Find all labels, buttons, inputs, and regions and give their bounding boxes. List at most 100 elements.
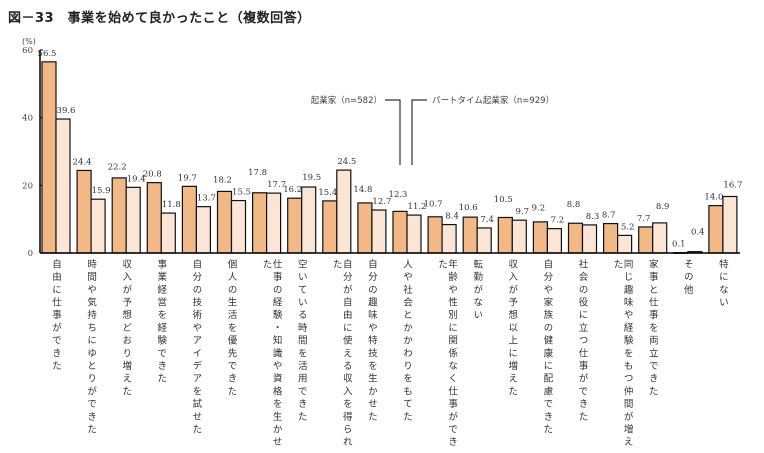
category-label: 時間や気持ちにゆとりができた: [85, 259, 97, 437]
category-label: 自分が自由に使える収入を得られた: [330, 259, 352, 450]
bar-entrepreneur: [602, 222, 619, 254]
bar-part-time: [652, 222, 668, 254]
data-label: 20.8: [143, 170, 162, 180]
bar-entrepreneur: [567, 222, 584, 254]
bar-part-time: [371, 209, 387, 254]
data-label: 19.5: [302, 173, 321, 183]
data-label: 9.2: [532, 204, 546, 214]
chart-title: 図－33 事業を始めて良かったこと（複数回答）: [8, 11, 311, 26]
data-label: 7.4: [480, 215, 494, 225]
bar-entrepreneur: [76, 169, 92, 254]
category-label: 自分や家族の健康に配慮できた: [541, 259, 553, 437]
category-label: その他: [681, 259, 693, 298]
category-label: 家事と仕事を両立できた: [646, 259, 658, 399]
bar-part-time: [55, 118, 71, 254]
data-label: 10.5: [494, 195, 513, 205]
bar-part-time: [546, 228, 563, 254]
data-label: 14.8: [353, 185, 372, 195]
bar-entrepreneur: [181, 185, 197, 254]
category-label: 人や社会とかかわりをもてた: [401, 259, 412, 425]
category-label: 特にない: [716, 259, 728, 310]
data-label: 15.5: [232, 188, 251, 198]
data-label: 16.7: [723, 181, 742, 191]
bar-entrepreneur: [497, 216, 513, 254]
bar-part-time: [581, 224, 598, 254]
category-label: 年齢や性別に関係なく仕事ができた: [436, 259, 458, 450]
category-label: 事業経営を経験できた: [155, 259, 167, 386]
category-label: 転勤がない: [471, 259, 483, 323]
bar-entrepreneur: [532, 221, 549, 254]
bar-entrepreneur: [427, 216, 443, 254]
data-label: 15.4: [318, 188, 337, 198]
bar-entrepreneur: [111, 177, 127, 254]
data-label: 14.0: [704, 193, 723, 203]
data-label: 7.2: [551, 216, 565, 226]
bar-part-time: [336, 169, 352, 254]
bar-part-time: [511, 219, 527, 254]
bar-part-time: [160, 212, 176, 254]
legend-part-time: パートタイム起業家（n=929）: [432, 95, 554, 106]
data-label: 9.7: [516, 207, 530, 217]
bar-part-time: [722, 195, 738, 254]
category-label: 自分の趣味や特技を生かせた: [365, 259, 377, 425]
data-label: 8.7: [602, 210, 616, 220]
category-label: 空いている時間を活用できた: [295, 259, 307, 425]
bar-entrepreneur: [41, 61, 57, 254]
bar-part-time: [266, 192, 282, 254]
data-label: 12.7: [372, 197, 391, 207]
data-label: 11.8: [162, 200, 181, 210]
bar-part-time: [406, 214, 422, 254]
bar-part-time: [230, 199, 247, 254]
y-tick-label: 0: [28, 249, 33, 259]
data-label: 13.7: [197, 194, 216, 204]
bar-entrepreneur: [708, 205, 724, 254]
bar-part-time: [476, 227, 492, 254]
legend-leader-part-time: [411, 99, 427, 165]
bar-entrepreneur: [638, 226, 654, 254]
bar-entrepreneur: [216, 190, 233, 254]
category-label: 個人の生活を優先できた: [225, 259, 237, 399]
data-label: 5.2: [621, 222, 635, 232]
data-label: 19.4: [127, 174, 146, 184]
bar-entrepreneur: [357, 202, 373, 254]
data-label: 56.5: [38, 49, 57, 59]
data-label: 19.7: [178, 173, 197, 183]
data-label: 8.4: [445, 212, 459, 222]
category-label: 自由に仕事ができた: [50, 259, 61, 374]
bar-entrepreneur: [392, 210, 408, 254]
data-label: 0.1: [672, 240, 686, 250]
data-label: 10.7: [424, 200, 443, 210]
category-label: 仕事の経験・知識や資格を生かせた: [260, 259, 282, 450]
bar-part-time: [195, 206, 211, 254]
data-label: 18.2: [213, 176, 232, 186]
data-label: 12.3: [389, 190, 408, 200]
data-label: 16.2: [283, 185, 302, 195]
data-label: 17.7: [267, 180, 286, 190]
y-tick-label: 20: [22, 181, 33, 191]
data-label: 17.8: [248, 168, 267, 178]
category-label: 収入が予想以上に増えた: [506, 259, 518, 399]
data-label: 15.9: [92, 186, 111, 196]
bar-entrepreneur: [322, 200, 338, 254]
data-label: 7.7: [637, 214, 651, 224]
bar-part-time: [125, 186, 141, 254]
bar-entrepreneur: [146, 182, 162, 254]
bar-part-time: [301, 186, 317, 254]
legend-entrepreneur: 起業家（n=582）: [311, 95, 382, 106]
category-label: 同じ趣味や経験をもつ仲間が増えた: [611, 259, 633, 450]
data-label: 24.5: [337, 157, 356, 167]
data-label: 24.4: [73, 157, 92, 167]
bar-entrepreneur: [462, 216, 478, 254]
data-label: 8.9: [656, 202, 670, 212]
y-tick-label: 60: [22, 46, 33, 56]
data-label: 10.6: [459, 203, 478, 213]
category-label: 社会の役に立つ仕事ができた: [576, 259, 588, 425]
data-label: 8.8: [567, 200, 581, 210]
category-label: 自分の技術やアイデアを試せた: [190, 259, 202, 437]
y-tick-label: 40: [22, 114, 33, 124]
data-label: 39.6: [57, 106, 76, 116]
data-label: 8.3: [586, 212, 600, 222]
bar-part-time: [441, 223, 457, 254]
